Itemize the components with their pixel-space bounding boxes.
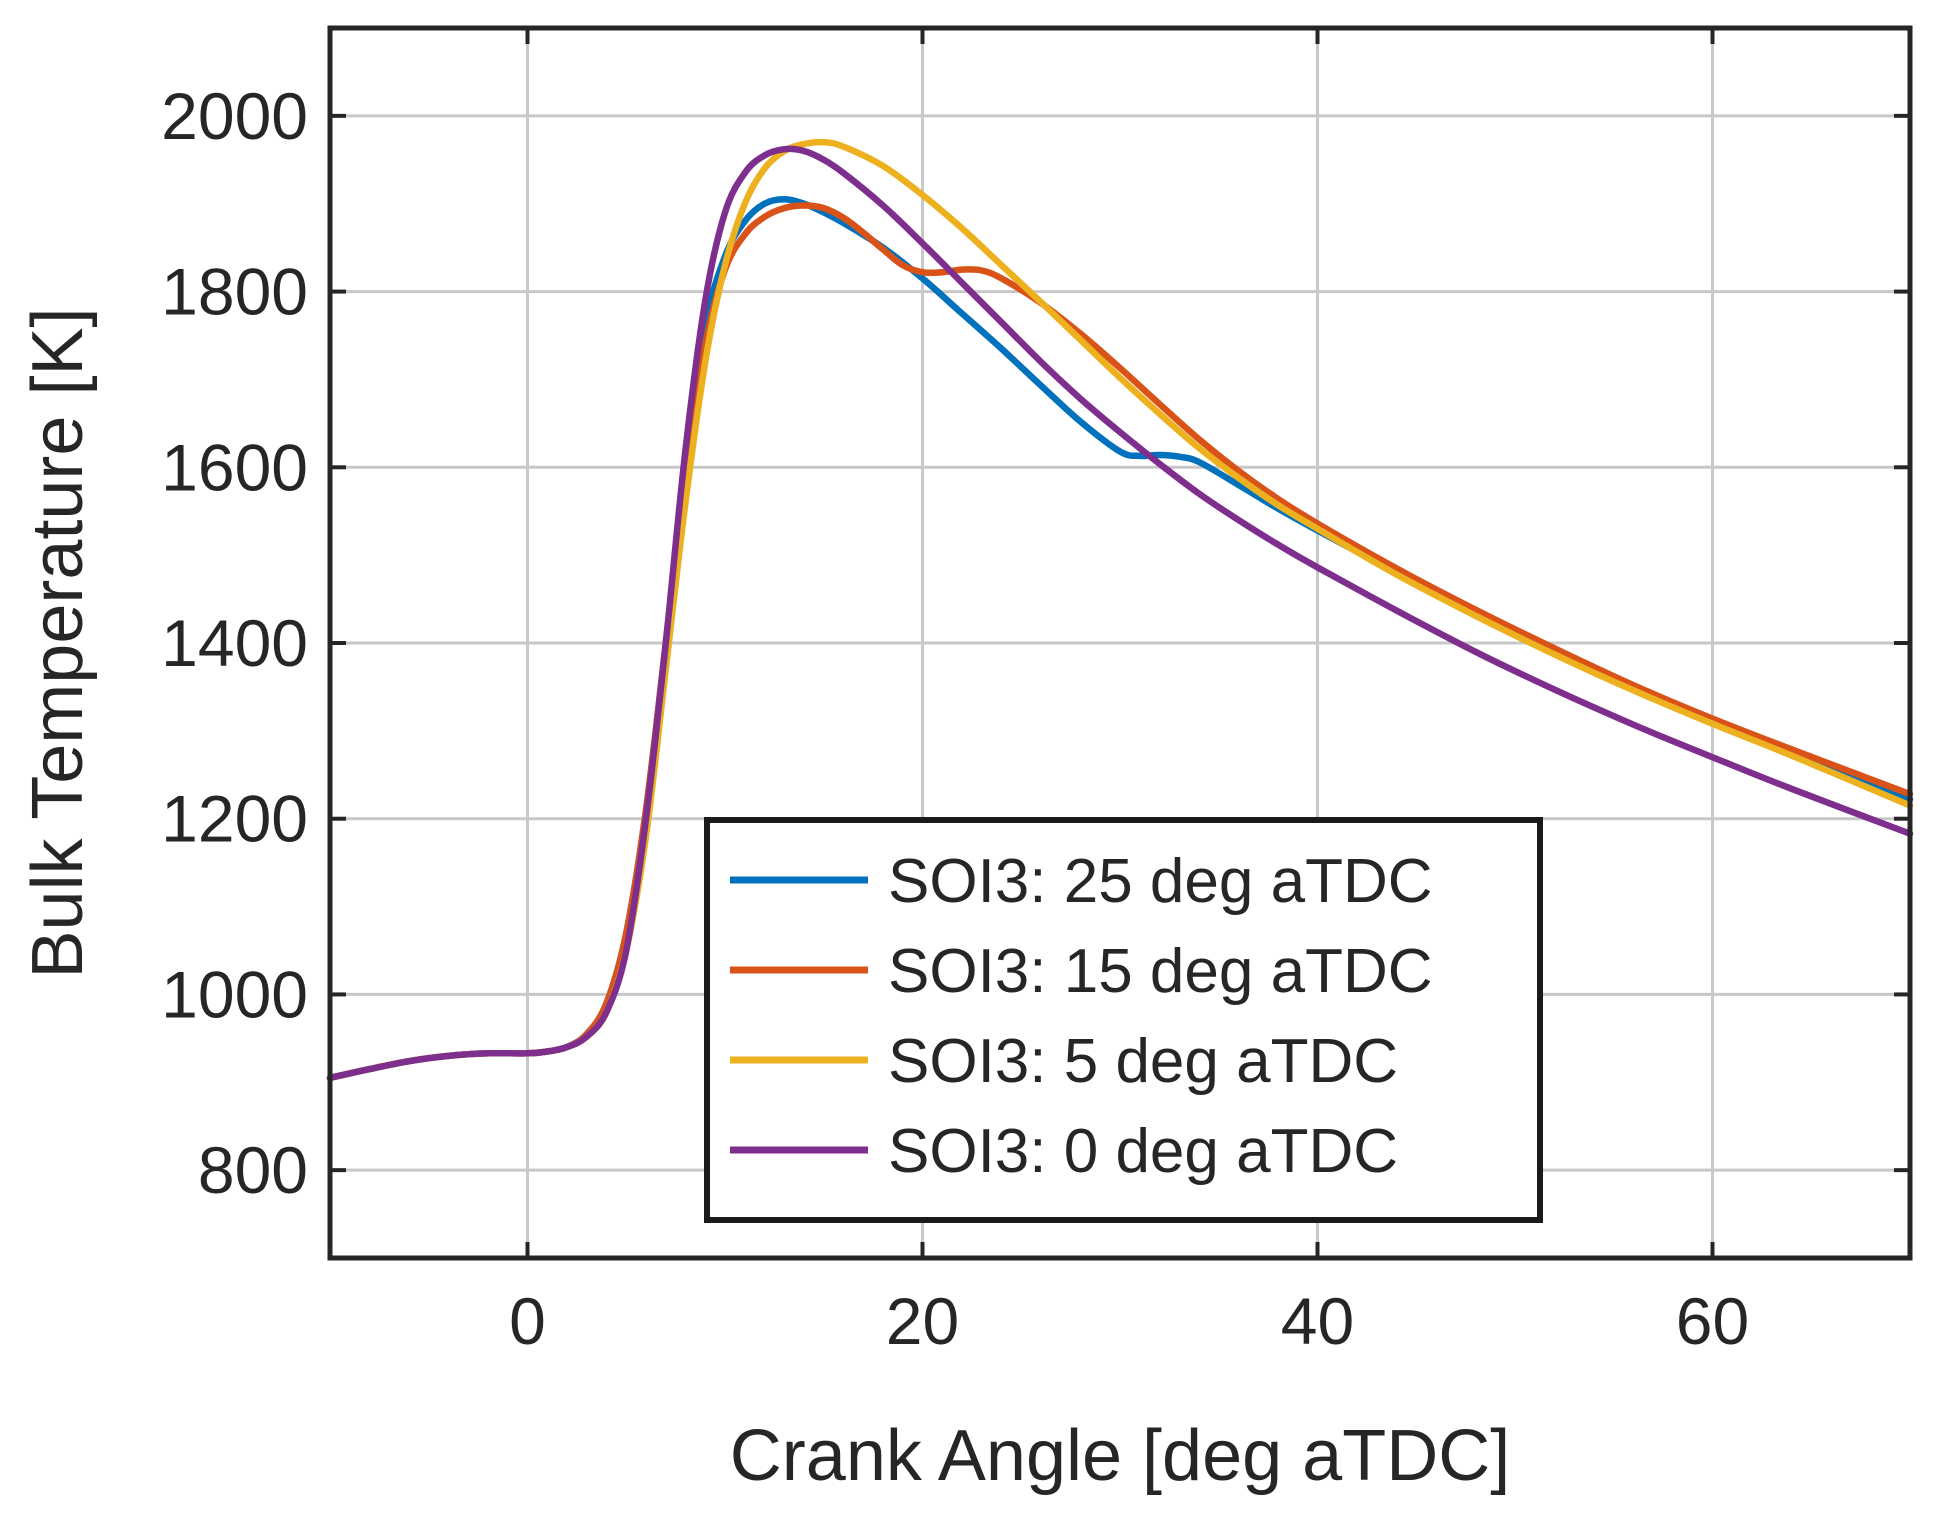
y-tick-label: 1400 [161, 606, 308, 680]
y-tick-label: 800 [198, 1133, 308, 1207]
tick-labels: 0 20 40 60 800 1000 1200 1400 1600 1800 2000 [161, 79, 1749, 1358]
x-tick-label: 60 [1676, 1284, 1749, 1358]
legend-label-4: SOI3: 0 deg aTDC [888, 1117, 1398, 1186]
y-tick-label: 1600 [161, 430, 308, 504]
y-axis-label: Bulk Temperature [K] [18, 308, 98, 979]
ticks [330, 28, 1910, 1258]
x-axis-label: Crank Angle [deg aTDC] [730, 1416, 1510, 1496]
legend-label-2: SOI3: 15 deg aTDC [888, 937, 1433, 1006]
y-tick-label: 2000 [161, 79, 308, 153]
series-line-4 [326, 145, 1914, 1082]
y-tick-label: 1800 [161, 255, 308, 329]
legend-label-3: SOI3: 5 deg aTDC [888, 1027, 1398, 1096]
y-tick-label: 1000 [161, 957, 308, 1031]
legend-label-1: SOI3: 25 deg aTDC [888, 847, 1433, 916]
x-tick-label: 20 [886, 1284, 959, 1358]
series-group [326, 138, 1914, 1082]
x-tick-label: 40 [1281, 1284, 1354, 1358]
y-tick-label: 1200 [161, 782, 308, 856]
x-tick-label: 0 [509, 1284, 546, 1358]
legend: SOI3: 25 deg aTDC SOI3: 15 deg aTDC SOI3: … [704, 817, 1543, 1223]
